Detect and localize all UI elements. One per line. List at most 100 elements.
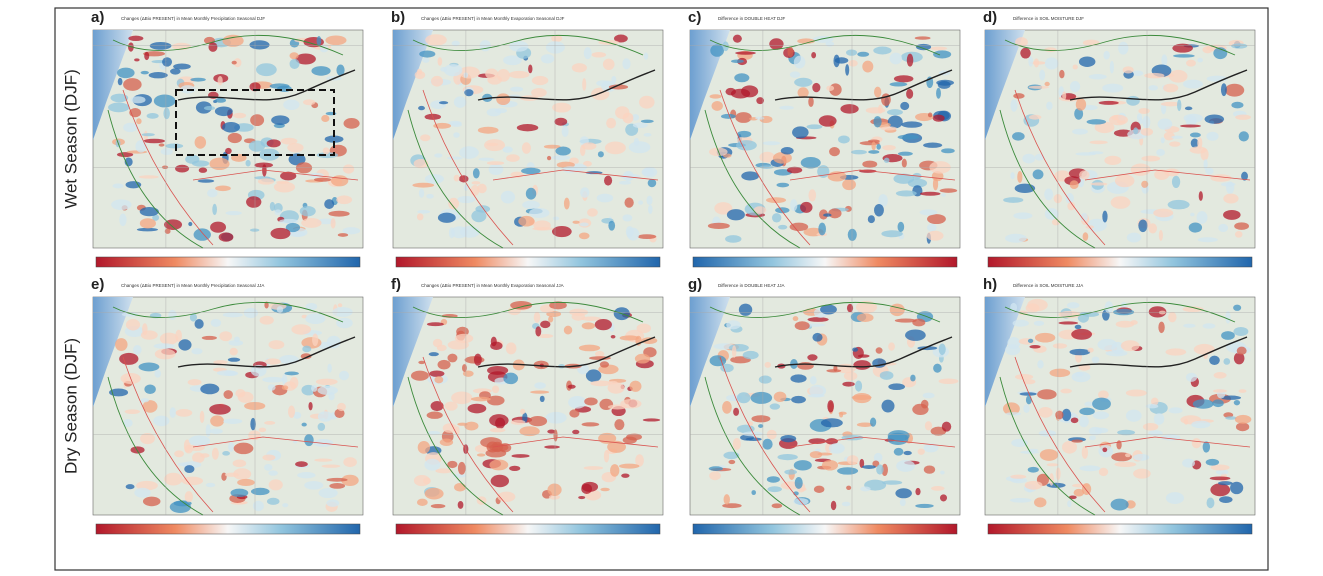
map-anomaly bbox=[505, 342, 517, 355]
map-anomaly bbox=[442, 423, 457, 433]
map-anomaly bbox=[879, 371, 894, 380]
map-anomaly bbox=[428, 352, 439, 357]
map-anomaly bbox=[295, 461, 308, 467]
map-anomaly bbox=[252, 500, 264, 512]
map-anomaly bbox=[827, 400, 834, 413]
map-anomaly bbox=[553, 429, 558, 442]
map-anomaly bbox=[1156, 149, 1165, 156]
map-anomaly bbox=[315, 378, 338, 386]
map-anomaly bbox=[723, 494, 730, 505]
map-anomaly bbox=[936, 87, 941, 99]
map-anomaly bbox=[789, 222, 809, 232]
map-anomaly bbox=[1055, 410, 1064, 420]
panel-title: Difference in SOIL MOISTURE JJA bbox=[1013, 283, 1083, 288]
map-anomaly bbox=[1081, 483, 1092, 496]
map-anomaly bbox=[433, 122, 452, 129]
map-anomaly bbox=[284, 371, 299, 376]
map-anomaly bbox=[1014, 374, 1034, 380]
map-anomaly bbox=[1027, 466, 1039, 473]
map-anomaly bbox=[187, 379, 202, 386]
map-anomaly bbox=[820, 418, 843, 428]
map-anomaly bbox=[193, 228, 211, 241]
map-anomaly bbox=[594, 350, 605, 358]
map-anomaly bbox=[779, 105, 794, 110]
map-anomaly bbox=[1202, 46, 1213, 54]
map-anomaly bbox=[1060, 388, 1072, 394]
map-anomaly bbox=[178, 339, 192, 351]
map-anomaly bbox=[893, 75, 914, 83]
map-anomaly bbox=[857, 354, 870, 358]
map-anomaly bbox=[489, 427, 506, 433]
map-anomaly bbox=[590, 380, 612, 387]
map-anomaly bbox=[1158, 310, 1166, 315]
map-anomaly bbox=[887, 432, 909, 445]
map-anomaly bbox=[1148, 223, 1157, 234]
map-anomaly bbox=[1223, 209, 1241, 220]
map-anomaly bbox=[420, 134, 431, 142]
map-anomaly bbox=[502, 146, 513, 153]
map-anomaly bbox=[1091, 356, 1100, 364]
map-anomaly bbox=[500, 190, 516, 204]
coast-line bbox=[407, 34, 644, 249]
map-anomaly bbox=[848, 59, 858, 67]
map-anomaly bbox=[484, 139, 506, 152]
map-anomaly bbox=[1082, 39, 1100, 46]
map-anomaly bbox=[827, 171, 847, 182]
map-anomaly bbox=[1200, 148, 1209, 161]
map-anomaly bbox=[534, 382, 546, 389]
map-anomaly bbox=[826, 85, 835, 91]
map-anomaly bbox=[317, 411, 333, 422]
map-anomaly bbox=[1034, 497, 1047, 508]
map-anomaly bbox=[561, 125, 569, 137]
map-anomaly bbox=[519, 426, 540, 437]
map-anomaly bbox=[1141, 155, 1161, 162]
map-anomaly bbox=[543, 144, 561, 149]
map-anomaly bbox=[906, 88, 914, 99]
map-anomaly bbox=[288, 153, 306, 166]
map-anomaly bbox=[751, 490, 756, 496]
map-anomaly bbox=[444, 401, 458, 411]
map-anomaly bbox=[881, 230, 903, 238]
map-anomaly bbox=[473, 353, 482, 366]
map-anomaly bbox=[932, 177, 939, 191]
map-anomaly bbox=[177, 462, 190, 466]
map-anomaly bbox=[1046, 463, 1059, 467]
map-anomaly bbox=[1142, 115, 1151, 129]
map-anomaly bbox=[1020, 47, 1031, 59]
map-anomaly bbox=[269, 201, 276, 211]
map-anomaly bbox=[769, 38, 784, 50]
map-anomaly bbox=[341, 474, 359, 487]
map-anomaly bbox=[1182, 306, 1204, 313]
map-anomaly bbox=[1145, 404, 1159, 409]
map-anomaly bbox=[153, 343, 175, 349]
map-anomaly bbox=[181, 476, 204, 486]
map-anomaly bbox=[810, 376, 817, 385]
map-anomaly bbox=[1108, 114, 1128, 126]
map-anomaly bbox=[329, 483, 346, 489]
map-anomaly bbox=[232, 459, 247, 468]
map-anomaly bbox=[629, 380, 642, 392]
map-anomaly bbox=[208, 42, 218, 52]
map-anomaly bbox=[175, 329, 182, 342]
map-anomaly bbox=[471, 181, 481, 185]
map-anomaly bbox=[878, 104, 883, 114]
map-anomaly bbox=[602, 58, 615, 71]
map-anomaly bbox=[708, 466, 723, 471]
map-anomaly bbox=[222, 34, 244, 47]
map-anomaly bbox=[1165, 348, 1187, 356]
map-anomaly bbox=[912, 318, 926, 327]
map-anomaly bbox=[539, 395, 545, 403]
map-anomaly bbox=[486, 395, 505, 406]
map-anomaly bbox=[451, 391, 473, 405]
coast-line bbox=[107, 301, 344, 516]
map-anomaly bbox=[1061, 440, 1077, 454]
map-anomaly bbox=[895, 488, 912, 499]
map-ocean bbox=[690, 297, 730, 407]
panel-label: c) bbox=[688, 9, 701, 26]
map-anomaly bbox=[1089, 435, 1096, 441]
map-anomaly bbox=[926, 230, 944, 241]
map-anomaly bbox=[820, 304, 837, 315]
map-anomaly bbox=[108, 102, 130, 113]
map-anomaly bbox=[737, 130, 752, 138]
